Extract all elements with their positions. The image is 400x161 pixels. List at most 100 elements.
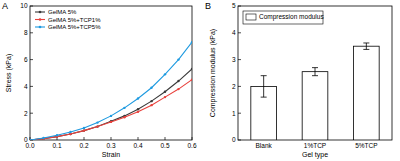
y-tick-label: 6 [24, 56, 28, 63]
error-stem [263, 76, 264, 97]
error-stem [315, 68, 316, 76]
y-tick [30, 32, 33, 33]
error-cap [363, 42, 369, 43]
marker [42, 137, 44, 139]
legend-marker [39, 26, 42, 29]
y-axis-label: Stress (kPa) [5, 54, 13, 93]
marker [110, 115, 112, 117]
y-tick [238, 86, 241, 87]
error-bar [312, 68, 318, 76]
error-bar [363, 43, 369, 49]
x-tick [84, 137, 85, 140]
panel-label: A [2, 1, 8, 11]
x-tick-label: 0.3 [106, 142, 115, 149]
series-line [30, 42, 192, 140]
legend-swatch [35, 11, 45, 12]
error-stem [366, 43, 367, 49]
legend-swatch [35, 26, 45, 27]
legend-label: GelMA 5%+TCP1% [48, 17, 101, 23]
marker [150, 87, 152, 89]
y-tick-label: 10 [20, 2, 28, 9]
error-cap [261, 75, 267, 76]
error-bar [261, 76, 267, 97]
x-tick-label: 0.5 [160, 142, 169, 149]
marker [42, 137, 44, 139]
y-tick-label: 8 [24, 29, 28, 36]
marker [150, 100, 152, 102]
marker [177, 58, 179, 60]
marker [123, 116, 125, 118]
x-axis-label: Strain [102, 151, 120, 158]
x-tick [165, 137, 166, 140]
x-tick [192, 137, 193, 140]
y-tick-label: 0 [232, 136, 236, 143]
marker [110, 121, 112, 123]
x-tick-label: Blank [256, 142, 273, 149]
error-cap [363, 49, 369, 50]
marker [137, 108, 139, 110]
marker [150, 104, 152, 106]
marker [83, 129, 85, 131]
plot-area [251, 43, 379, 140]
legend-swatch [246, 14, 256, 20]
marker [56, 134, 58, 136]
y-tick-label: 4 [232, 29, 236, 36]
marker [191, 68, 192, 70]
error-cap [312, 75, 318, 76]
legend-label: GelMA 5% [48, 9, 77, 15]
marker [30, 139, 31, 140]
y-tick [238, 59, 241, 60]
y-tick [238, 113, 241, 114]
x-axis-label: Gel type [302, 151, 328, 159]
marker [191, 79, 192, 81]
marker [191, 41, 192, 43]
y-tick [238, 6, 241, 7]
marker [110, 120, 112, 122]
y-tick [238, 32, 241, 33]
x-tick [111, 137, 112, 140]
y-tick-label: 2 [24, 110, 28, 117]
marker [177, 88, 179, 90]
bar [302, 72, 328, 140]
y-tick-label: 2 [232, 83, 236, 90]
marker [83, 129, 85, 131]
x-tick-label: 0.4 [133, 142, 142, 149]
x-tick-label: 5%TCP [355, 142, 377, 149]
panel-label: B [205, 1, 211, 11]
y-tick-label: 4 [24, 83, 28, 90]
x-tick-label: 0.1 [52, 142, 61, 149]
y-tick [30, 113, 33, 114]
legend-swatch [35, 19, 45, 20]
figure: 0 2 4 6 8 10 0.0 0.1 0.2 0.3 0.4 0.5 0.6 Strain Stress… [0, 0, 400, 161]
y-tick [30, 6, 33, 7]
error-cap [261, 97, 267, 98]
y-tick-label: 5 [232, 2, 236, 9]
marker [83, 127, 85, 129]
y-tick [30, 59, 33, 60]
plot-frame [238, 6, 392, 140]
plot-frame [30, 6, 192, 140]
y-tick-label: 1 [232, 110, 236, 117]
marker [42, 137, 44, 139]
marker [164, 73, 166, 75]
marker [137, 97, 139, 99]
marker [96, 125, 98, 127]
y-axis-label: Compression modulus (kPa) [209, 29, 217, 117]
x-tick-label: 0.6 [187, 142, 196, 149]
marker [137, 111, 139, 113]
series-line [30, 80, 192, 140]
legend-label: GelMA 5%+TCP5% [48, 24, 101, 30]
marker [69, 131, 71, 133]
legend-marker [39, 18, 42, 21]
error-cap [312, 67, 318, 68]
y-tick-label: 3 [232, 56, 236, 63]
legend-label: Compression modulus [259, 13, 324, 21]
marker [96, 121, 98, 123]
y-tick [30, 86, 33, 87]
x-tick-label: 0.0 [25, 142, 34, 149]
series-line [30, 69, 192, 140]
y-tick [238, 140, 241, 141]
marker [164, 91, 166, 93]
x-tick-label: 0.2 [79, 142, 88, 149]
bar [354, 46, 380, 140]
